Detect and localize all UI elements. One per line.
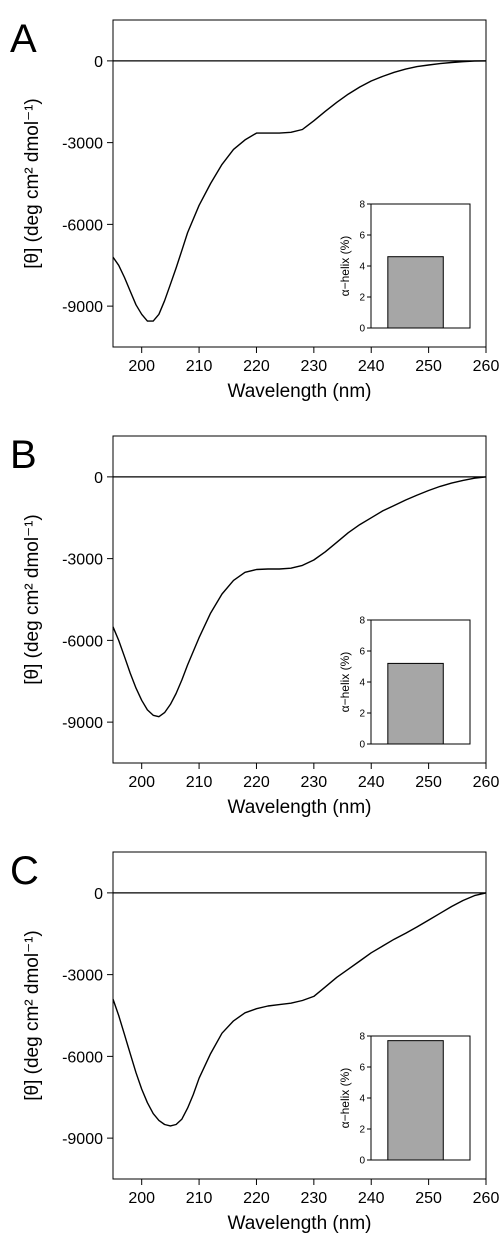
x-tick-label: 250 bbox=[415, 1190, 442, 1207]
inset-y-tick-label: 2 bbox=[359, 1125, 365, 1136]
y-tick-label: -3000 bbox=[62, 968, 103, 985]
x-tick-label: 200 bbox=[128, 1190, 155, 1207]
x-axis-label: Wavelength (nm) bbox=[228, 381, 372, 402]
y-tick-label: -9000 bbox=[62, 715, 103, 732]
x-tick-label: 220 bbox=[243, 1190, 270, 1207]
y-tick-label: -6000 bbox=[62, 1049, 103, 1066]
alpha-helix-bar bbox=[387, 662, 444, 745]
y-tick-label: -9000 bbox=[62, 1131, 103, 1148]
inset-y-tick-label: 0 bbox=[359, 740, 365, 751]
x-tick-label: 230 bbox=[300, 1190, 327, 1207]
inset-y-tick-label: 4 bbox=[359, 262, 365, 273]
x-tick-label: 260 bbox=[473, 774, 500, 791]
y-tick-label: -3000 bbox=[62, 136, 103, 153]
x-tick-label: 210 bbox=[186, 358, 213, 375]
y-tick-label: -6000 bbox=[62, 633, 103, 650]
panel-label: A bbox=[10, 17, 37, 61]
alpha-helix-bar bbox=[387, 1040, 444, 1161]
inset-bar-chart: 0 2 4 6 8 α−helix (%) bbox=[338, 200, 471, 335]
x-tick-label: 220 bbox=[243, 358, 270, 375]
panel-label: C bbox=[10, 849, 39, 893]
x-tick-label: 200 bbox=[128, 774, 155, 791]
x-axis-label: Wavelength (nm) bbox=[228, 797, 372, 818]
inset-y-axis-label: α−helix (%) bbox=[338, 236, 352, 297]
inset-y-axis-label: α−helix (%) bbox=[338, 652, 352, 713]
y-tick-label: -9000 bbox=[62, 299, 103, 316]
x-tick-label: 230 bbox=[300, 358, 327, 375]
panel-label: B bbox=[10, 433, 37, 477]
x-axis-label: Wavelength (nm) bbox=[228, 1213, 372, 1234]
cd-spectrum-line bbox=[112, 892, 487, 1127]
plot-frame bbox=[112, 435, 487, 764]
y-axis-label: [θ] (deg cm² dmol⁻¹) bbox=[22, 930, 43, 1101]
x-tick-label: 250 bbox=[415, 358, 442, 375]
y-tick-label: 0 bbox=[94, 886, 103, 903]
plot-frame bbox=[112, 19, 487, 348]
y-tick-label: -3000 bbox=[62, 552, 103, 569]
inset-y-tick-label: 6 bbox=[359, 231, 365, 242]
y-tick-label: -6000 bbox=[62, 217, 103, 234]
y-tick-label: 0 bbox=[94, 470, 103, 487]
x-tick-label: 260 bbox=[473, 1190, 500, 1207]
inset-bar-chart: 0 2 4 6 8 α−helix (%) bbox=[338, 616, 471, 751]
inset-y-tick-label: 8 bbox=[359, 200, 365, 211]
y-axis-label: [θ] (deg cm² dmol⁻¹) bbox=[22, 98, 43, 269]
inset-y-tick-label: 0 bbox=[359, 324, 365, 335]
plot-frame bbox=[112, 851, 487, 1180]
cd-spectrum-line bbox=[112, 60, 487, 322]
inset-y-tick-label: 4 bbox=[359, 678, 365, 689]
x-tick-label: 250 bbox=[415, 774, 442, 791]
x-tick-label: 200 bbox=[128, 358, 155, 375]
cd-spectrum-line bbox=[112, 476, 487, 718]
x-tick-label: 220 bbox=[243, 774, 270, 791]
inset-y-tick-label: 2 bbox=[359, 709, 365, 720]
x-tick-label: 210 bbox=[186, 774, 213, 791]
x-tick-label: 240 bbox=[358, 774, 385, 791]
x-tick-label: 240 bbox=[358, 358, 385, 375]
alpha-helix-bar bbox=[387, 256, 444, 329]
inset-y-tick-label: 6 bbox=[359, 647, 365, 658]
x-tick-label: 260 bbox=[473, 358, 500, 375]
inset-bar-chart: 0 2 4 6 8 α−helix (%) bbox=[338, 1032, 471, 1167]
x-tick-label: 230 bbox=[300, 774, 327, 791]
inset-y-tick-label: 8 bbox=[359, 616, 365, 627]
y-tick-label: 0 bbox=[94, 54, 103, 71]
inset-y-axis-label: α−helix (%) bbox=[338, 1068, 352, 1129]
x-tick-label: 210 bbox=[186, 1190, 213, 1207]
inset-y-tick-label: 0 bbox=[359, 1156, 365, 1167]
inset-y-tick-label: 8 bbox=[359, 1032, 365, 1043]
inset-y-tick-label: 6 bbox=[359, 1063, 365, 1074]
inset-y-tick-label: 2 bbox=[359, 293, 365, 304]
inset-y-tick-label: 4 bbox=[359, 1094, 365, 1105]
y-axis-label: [θ] (deg cm² dmol⁻¹) bbox=[22, 514, 43, 685]
x-tick-label: 240 bbox=[358, 1190, 385, 1207]
